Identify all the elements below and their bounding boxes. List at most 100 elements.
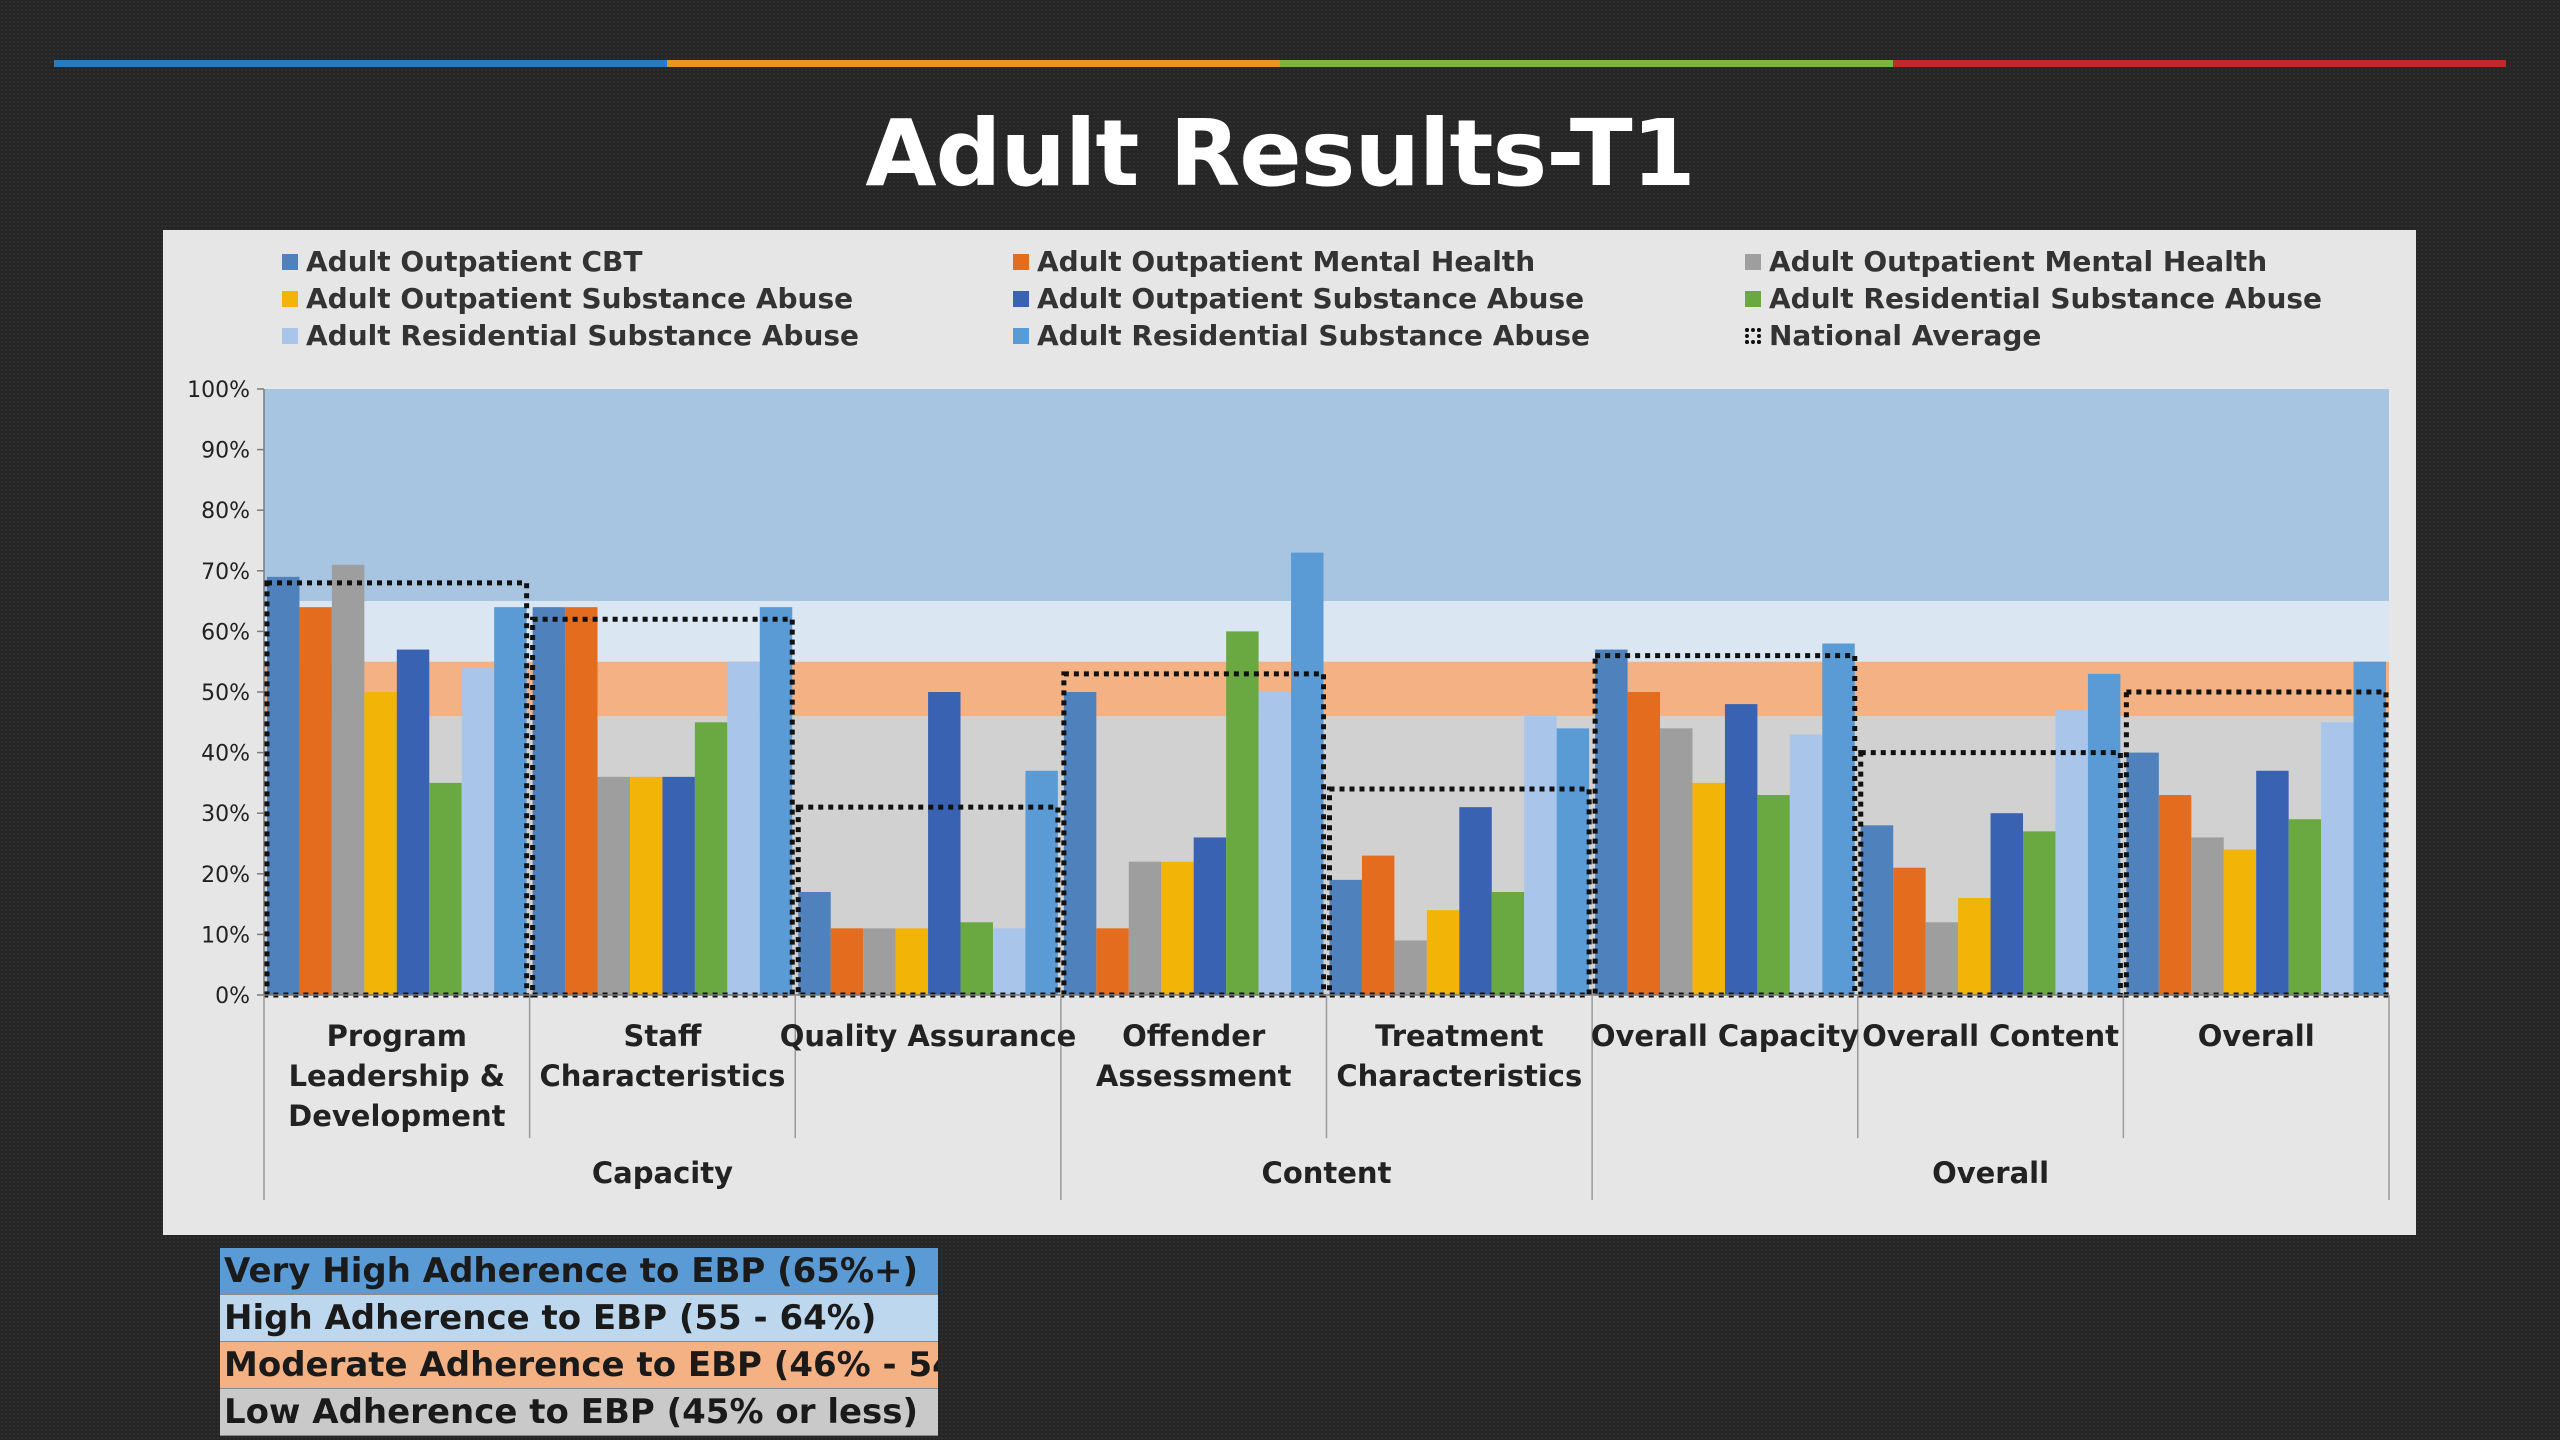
- bar: [494, 607, 527, 995]
- bar: [895, 928, 929, 995]
- bar: [1556, 728, 1590, 995]
- bar: [2055, 710, 2088, 995]
- bar: [1595, 649, 1628, 995]
- legend-item: Adult Residential Substance Abuse: [1745, 282, 2322, 315]
- bar: [1329, 879, 1362, 995]
- bar: [2087, 673, 2121, 995]
- bar: [1361, 855, 1395, 995]
- legend-item: Adult Outpatient Substance Abuse: [1013, 282, 1584, 315]
- legend-swatch: [1013, 253, 1029, 270]
- adherence-key-row: High Adherence to EBP (55 - 64%): [220, 1295, 938, 1342]
- bar: [532, 607, 566, 995]
- national-average-outline: [530, 616, 795, 998]
- group-label: Capacity: [592, 1156, 733, 1190]
- bar: [2288, 819, 2322, 995]
- bar: [1724, 704, 1758, 995]
- bar: [396, 649, 430, 995]
- legend-swatch: [1745, 253, 1761, 270]
- legend-item: National Average: [1745, 319, 2041, 352]
- bar: [1660, 728, 1693, 995]
- category-label: Assessment: [1096, 1059, 1292, 1093]
- bar: [2191, 837, 2224, 995]
- bar: [992, 928, 1026, 995]
- y-tick-label: 40%: [201, 742, 250, 767]
- category-label: Overall Capacity: [1591, 1019, 1859, 1053]
- bar: [331, 564, 365, 995]
- legend-label: Adult Outpatient Substance Abuse: [306, 282, 854, 315]
- adherence-key-row: Very High Adherence to EBP (65%+): [220, 1248, 938, 1295]
- y-tick-label: 20%: [201, 863, 250, 888]
- category-label: Characteristics: [540, 1059, 786, 1093]
- bar: [830, 928, 864, 995]
- y-tick-label: 60%: [201, 620, 250, 645]
- accent-segment-orange: [667, 60, 1280, 67]
- y-tick-label: 0%: [215, 984, 250, 1009]
- bar: [364, 692, 397, 995]
- adherence-band: [264, 389, 2389, 602]
- bar: [1226, 631, 1259, 995]
- y-tick-label: 80%: [201, 499, 250, 524]
- y-tick-label: 10%: [201, 923, 250, 948]
- y-tick-label: 100%: [187, 378, 250, 403]
- bar: [1096, 928, 1129, 995]
- category-label: Leadership &: [289, 1059, 505, 1093]
- adherence-band: [264, 661, 2389, 717]
- bar: [1063, 692, 1097, 995]
- bar: [1161, 861, 1194, 995]
- y-tick-label: 30%: [201, 802, 250, 827]
- bar: [299, 607, 332, 995]
- bar: [798, 891, 831, 995]
- bar: [960, 922, 993, 995]
- legend-label: Adult Residential Substance Abuse: [306, 319, 860, 352]
- bar: [2126, 752, 2159, 995]
- bar: [1958, 898, 1991, 995]
- adherence-key-table: Very High Adherence to EBP (65%+) High Ad…: [220, 1248, 938, 1436]
- bar: [1459, 807, 1492, 995]
- bar: [1757, 795, 1790, 995]
- bar: [1860, 825, 1894, 995]
- group-label: Content: [1262, 1156, 1392, 1190]
- legend-item: Adult Outpatient Mental Health: [1745, 245, 2267, 278]
- legend-item: Adult Outpatient CBT: [282, 245, 642, 278]
- legend-swatch: [1013, 327, 1029, 344]
- national-average-outline: [1327, 786, 1592, 998]
- bar: [1426, 910, 1460, 995]
- y-tick-label: 50%: [201, 681, 250, 706]
- legend-label: National Average: [1769, 319, 2042, 352]
- bar: [461, 667, 495, 995]
- adherence-key-row: Low Adherence to EBP (45% or less): [220, 1389, 938, 1436]
- category-label: Staff: [624, 1019, 702, 1053]
- legend-label: Adult Outpatient Substance Abuse: [1037, 282, 1585, 315]
- legend-label: Adult Residential Substance Abuse: [1037, 319, 1591, 352]
- legend-item: Adult Outpatient Substance Abuse: [282, 282, 853, 315]
- legend-item: Adult Residential Substance Abuse: [282, 319, 859, 352]
- category-label: Development: [288, 1099, 505, 1133]
- bar: [1692, 782, 1725, 995]
- bar: [2353, 661, 2386, 995]
- national-average-outline: [795, 804, 1061, 998]
- adherence-key-row: Moderate Adherence to EBP (46% - 54%): [220, 1342, 938, 1389]
- legend-swatch: [282, 290, 298, 307]
- accent-segment-red: [1893, 60, 2506, 67]
- bar: [2223, 849, 2257, 995]
- bar: [1491, 891, 1525, 995]
- bar: [565, 607, 598, 995]
- bar: [662, 776, 695, 995]
- bar: [1789, 734, 1823, 995]
- bar: [1627, 692, 1661, 995]
- bar: [2256, 770, 2289, 995]
- legend-swatch: [1745, 327, 1761, 344]
- category-label: Overall: [2198, 1019, 2315, 1053]
- bar: [429, 782, 462, 995]
- bar: [1128, 861, 1162, 995]
- y-tick-label: 70%: [201, 560, 250, 585]
- bar: [2321, 722, 2354, 995]
- bar: [1822, 643, 1855, 995]
- category-label: Treatment: [1375, 1019, 1544, 1053]
- bar-chart: 0% 10% 20% 30% 40% 50% 60% 70% 80% 90% 100% Program…: [187, 378, 2390, 1200]
- bar: [1990, 813, 2024, 995]
- category-label: Offender: [1122, 1019, 1266, 1053]
- accent-segment-blue: [54, 60, 667, 67]
- bar: [1394, 940, 1427, 995]
- bar: [1524, 716, 1557, 995]
